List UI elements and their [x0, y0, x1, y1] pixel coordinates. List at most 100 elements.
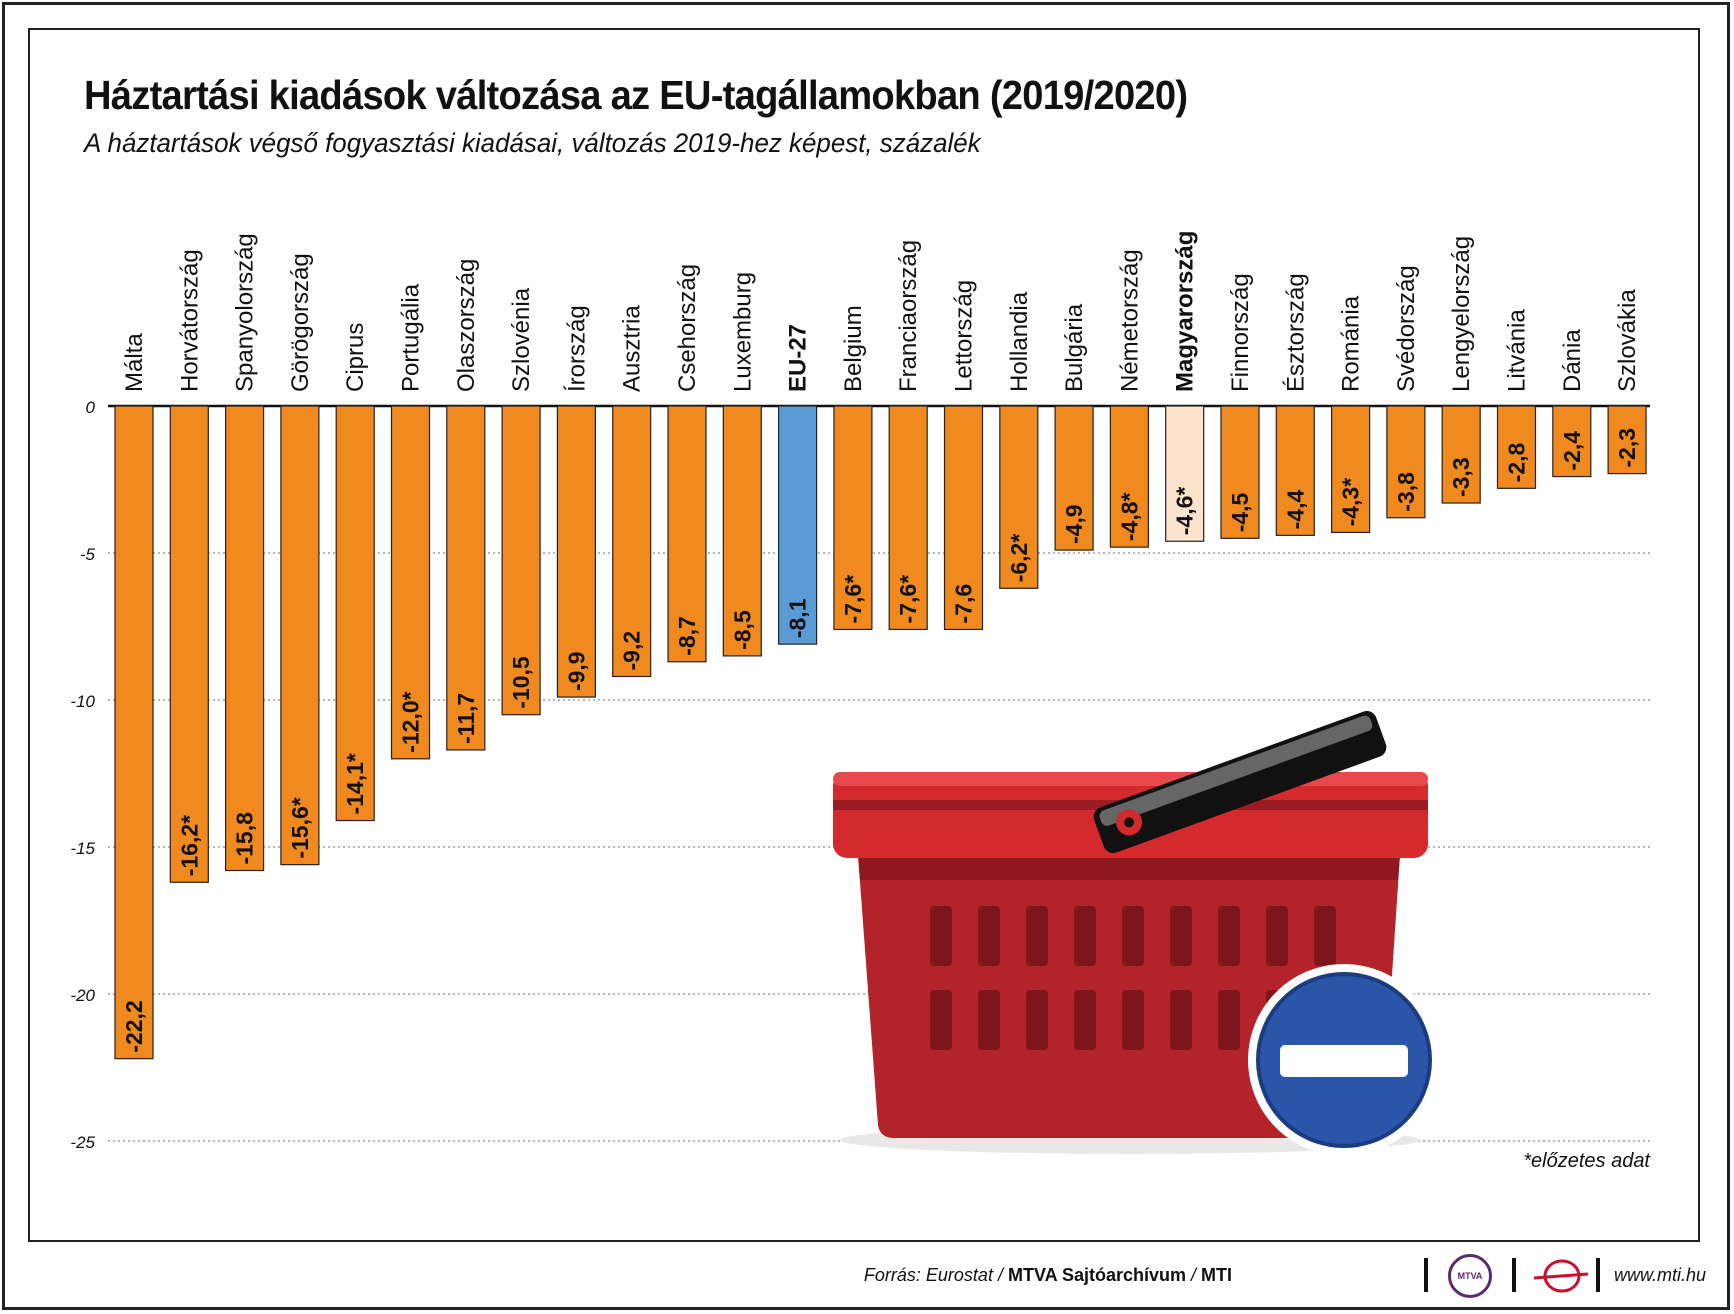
category-label: Bulgária [1061, 303, 1088, 392]
value-label: -10,5 [508, 656, 534, 709]
category-label: Szlovákia [1614, 289, 1641, 392]
mti-logo [1533, 1259, 1589, 1293]
bars [114, 405, 1647, 1060]
value-label: -2,4 [1559, 431, 1585, 471]
value-label: -4,6* [1172, 487, 1198, 536]
bar [335, 405, 375, 822]
value-label: -7,6 [951, 584, 977, 624]
bar [1552, 405, 1592, 478]
category-label: Hollandia [1006, 291, 1033, 392]
value-label: -12,0* [398, 691, 424, 752]
value-label: -14,1* [342, 753, 368, 814]
bar [1109, 405, 1150, 548]
value-label: -15,6* [287, 797, 313, 858]
value-label: -4,3* [1338, 478, 1364, 527]
category-label: Finnország [1227, 273, 1254, 392]
value-label: -4,9 [1061, 504, 1087, 544]
value-label: -15,8 [232, 812, 258, 865]
bar [999, 405, 1039, 589]
source-archive: MTVA Sajtóarchívum [1007, 1265, 1186, 1285]
chart-title: Háztartási kiadások változása az EU-tagá… [84, 72, 1188, 118]
y-tick-label: -5 [80, 545, 96, 564]
bar [556, 405, 597, 698]
bar [390, 405, 431, 760]
value-labels: -22,2 -16,2* -15,8 -15,6* -14,1* -12,0* -11,7 -… [121, 428, 1640, 1053]
mtva-logo: MTVA [1448, 1254, 1492, 1298]
y-axis-ticks: 0 -5 -10 -15 -20 -25 [70, 398, 95, 1152]
category-label: EU-27 [785, 324, 812, 392]
value-label: -7,6* [895, 575, 921, 624]
value-label: -4,5 [1227, 492, 1253, 532]
value-label: -2,3 [1614, 428, 1640, 468]
value-label: -4,8* [1116, 492, 1142, 541]
bar [169, 405, 209, 883]
preliminary-data-note: *előzetes adat [1523, 1150, 1650, 1172]
bar [114, 405, 154, 1060]
category-label: Írország [563, 305, 590, 392]
bar [501, 405, 541, 716]
category-label: Észtország [1282, 273, 1309, 392]
value-label: -22,2 [121, 1000, 147, 1052]
source-prefix: Forrás: Eurostat / [863, 1265, 1008, 1285]
value-label: -4,4 [1282, 490, 1308, 530]
value-label: -9,9 [563, 651, 589, 691]
footer-divider [1424, 1258, 1428, 1292]
value-label: -7,6* [840, 575, 866, 624]
bar [1275, 405, 1315, 536]
minus-sign-icon [1248, 964, 1440, 1156]
footer-divider [1596, 1258, 1600, 1292]
category-label: Belgium [840, 305, 867, 392]
chart-panel [28, 28, 1700, 1242]
category-label: Horvátország [176, 249, 203, 392]
value-label: -3,3 [1448, 457, 1474, 497]
category-label: Csehország [674, 264, 701, 392]
bar [667, 405, 707, 663]
bar [777, 405, 818, 645]
value-label: -3,8 [1393, 472, 1419, 512]
category-label: Lettország [951, 280, 978, 392]
category-label: Görögország [287, 253, 314, 392]
bar [1496, 405, 1537, 489]
bar [722, 405, 762, 657]
y-tick-label: -25 [70, 1133, 95, 1152]
value-label: -9,2 [619, 631, 645, 671]
category-label: Svédország [1393, 265, 1420, 392]
bar [225, 405, 265, 872]
category-label: Olaszország [453, 259, 480, 392]
category-label: Lengyelország [1448, 236, 1475, 392]
category-label: Franciaország [895, 240, 922, 392]
value-label: -8,1 [785, 598, 811, 638]
bar [1330, 405, 1371, 534]
category-label: Litvánia [1504, 309, 1531, 392]
bar [1054, 405, 1094, 551]
bar [833, 405, 873, 631]
bar [888, 405, 928, 631]
value-label: -11,7 [453, 693, 479, 744]
y-tick-label: -20 [70, 986, 95, 1005]
value-label: -8,5 [729, 610, 755, 650]
y-tick-label: -10 [70, 692, 95, 711]
y-tick-label: 0 [86, 398, 96, 417]
category-label: Málta [121, 333, 148, 392]
category-label: Dánia [1559, 329, 1586, 392]
value-label: -16,2* [176, 815, 202, 876]
bar [1607, 405, 1647, 475]
website-link[interactable]: www.mti.hu [1613, 1265, 1706, 1285]
category-label: Románia [1338, 295, 1365, 392]
bar [446, 405, 486, 751]
source-separator: / [1185, 1265, 1201, 1285]
bar [1441, 405, 1481, 504]
bar [1220, 405, 1260, 539]
bar [1165, 405, 1205, 542]
value-label: -6,2* [1006, 534, 1032, 583]
category-label: Ausztria [619, 305, 646, 392]
category-label: Luxemburg [729, 272, 756, 392]
y-tick-label: -15 [70, 839, 95, 858]
category-label: Spanyolország [232, 233, 259, 392]
source-credit: Forrás: Eurostat / MTVA Sajtóarchívum / … [864, 1265, 1232, 1286]
category-label: Magyarország [1172, 231, 1199, 392]
bar [612, 405, 652, 678]
category-labels: Málta Horvátország Spanyolország Görögorszá… [121, 231, 1641, 392]
